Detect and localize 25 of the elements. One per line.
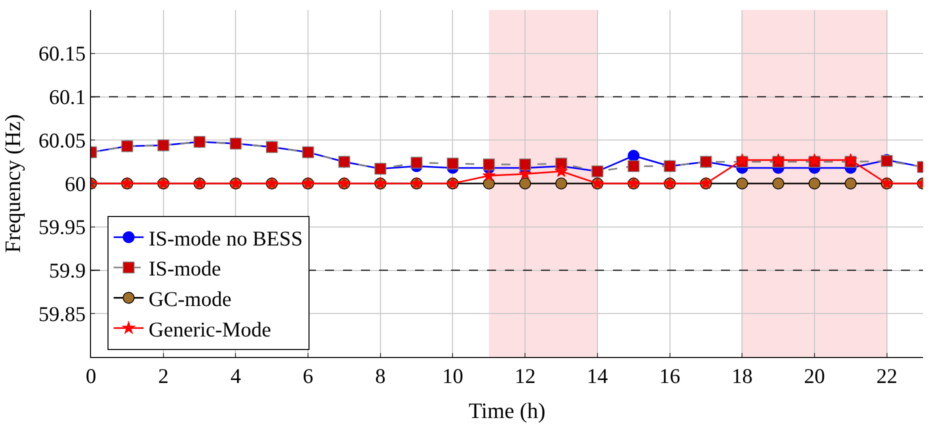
legend-label: IS-mode no BESS <box>148 226 303 250</box>
x-tick-label: 20 <box>804 364 825 388</box>
x-tick-label: 22 <box>876 364 898 388</box>
y-tick-label: 60.1 <box>49 85 86 110</box>
y-tick-label: 60.05 <box>38 128 86 152</box>
x-tick-label: 18 <box>732 364 753 388</box>
y-tick-label: 59.9 <box>49 258 86 283</box>
y-tick-label: 59.85 <box>38 302 86 326</box>
y-tick-label: 60.15 <box>38 42 86 66</box>
legend-label: Generic-Mode <box>148 317 272 342</box>
x-tick-label: 4 <box>230 364 242 388</box>
y-tick-label: 59.95 <box>38 215 86 240</box>
x-tick-label: 0 <box>86 364 96 388</box>
x-tick-label: 6 <box>302 364 314 388</box>
y-tick-label: 60 <box>64 172 86 196</box>
x-tick-label: 10 <box>442 364 464 388</box>
x-tick-label: 2 <box>158 364 169 388</box>
x-axis-title: Time (h) <box>468 398 546 424</box>
legend-label: IS-mode <box>148 256 221 281</box>
x-tick-label: 8 <box>375 364 386 388</box>
x-tick-label: 12 <box>514 364 536 388</box>
x-tick-label: 14 <box>586 364 608 388</box>
y-axis-title: Frequency (Hz) <box>0 114 25 253</box>
x-tick-label: 16 <box>659 364 680 388</box>
legend-label: GC-mode <box>148 287 232 311</box>
